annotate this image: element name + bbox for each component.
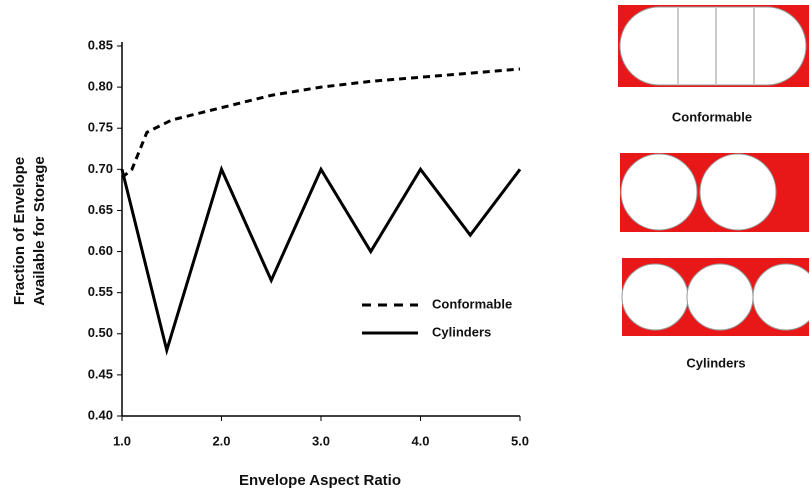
x-tick-label: 3.0: [312, 433, 330, 448]
diagram-cylinders: Cylinders: [620, 153, 809, 370]
x-tick-label: 2.0: [212, 433, 230, 448]
legend-label: Cylinders: [432, 324, 491, 339]
x-tick-label: 4.0: [411, 433, 429, 448]
y-axis-title: Fraction of Envelope Available for Stora…: [11, 156, 48, 306]
y-axis-title-line: Fraction of Envelope: [11, 157, 28, 305]
cylinder: [620, 153, 698, 231]
y-tick-label: 0.55: [88, 284, 113, 299]
cylinder: [621, 263, 689, 331]
y-tick-label: 0.50: [88, 325, 113, 340]
y-tick-label: 0.75: [88, 120, 113, 135]
y-tick-label: 0.60: [88, 243, 113, 258]
x-axis-title: Envelope Aspect Ratio: [239, 472, 401, 489]
y-tick-label: 0.80: [88, 79, 113, 94]
cylinder: [699, 153, 777, 231]
legend-label: Conformable: [432, 296, 512, 311]
y-tick-label: 0.85: [88, 37, 113, 52]
cylinder: [752, 263, 809, 331]
x-tick-label: 5.0: [511, 433, 529, 448]
y-tick-label: 0.40: [88, 407, 113, 422]
diagram-conformable: Conformable: [618, 5, 809, 124]
conformable-tank: [619, 6, 807, 86]
y-axis-title-line: Available for Storage: [31, 156, 48, 306]
diagram-label: Conformable: [672, 109, 752, 124]
y-tick-label: 0.70: [88, 161, 113, 176]
diagram-label: Cylinders: [686, 355, 745, 370]
y-tick-label: 0.65: [88, 202, 113, 217]
cylinder: [686, 263, 754, 331]
y-tick-label: 0.45: [88, 366, 113, 381]
series-line: [120, 165, 522, 356]
x-tick-label: 1.0: [113, 433, 131, 448]
series-line: [121, 67, 521, 179]
